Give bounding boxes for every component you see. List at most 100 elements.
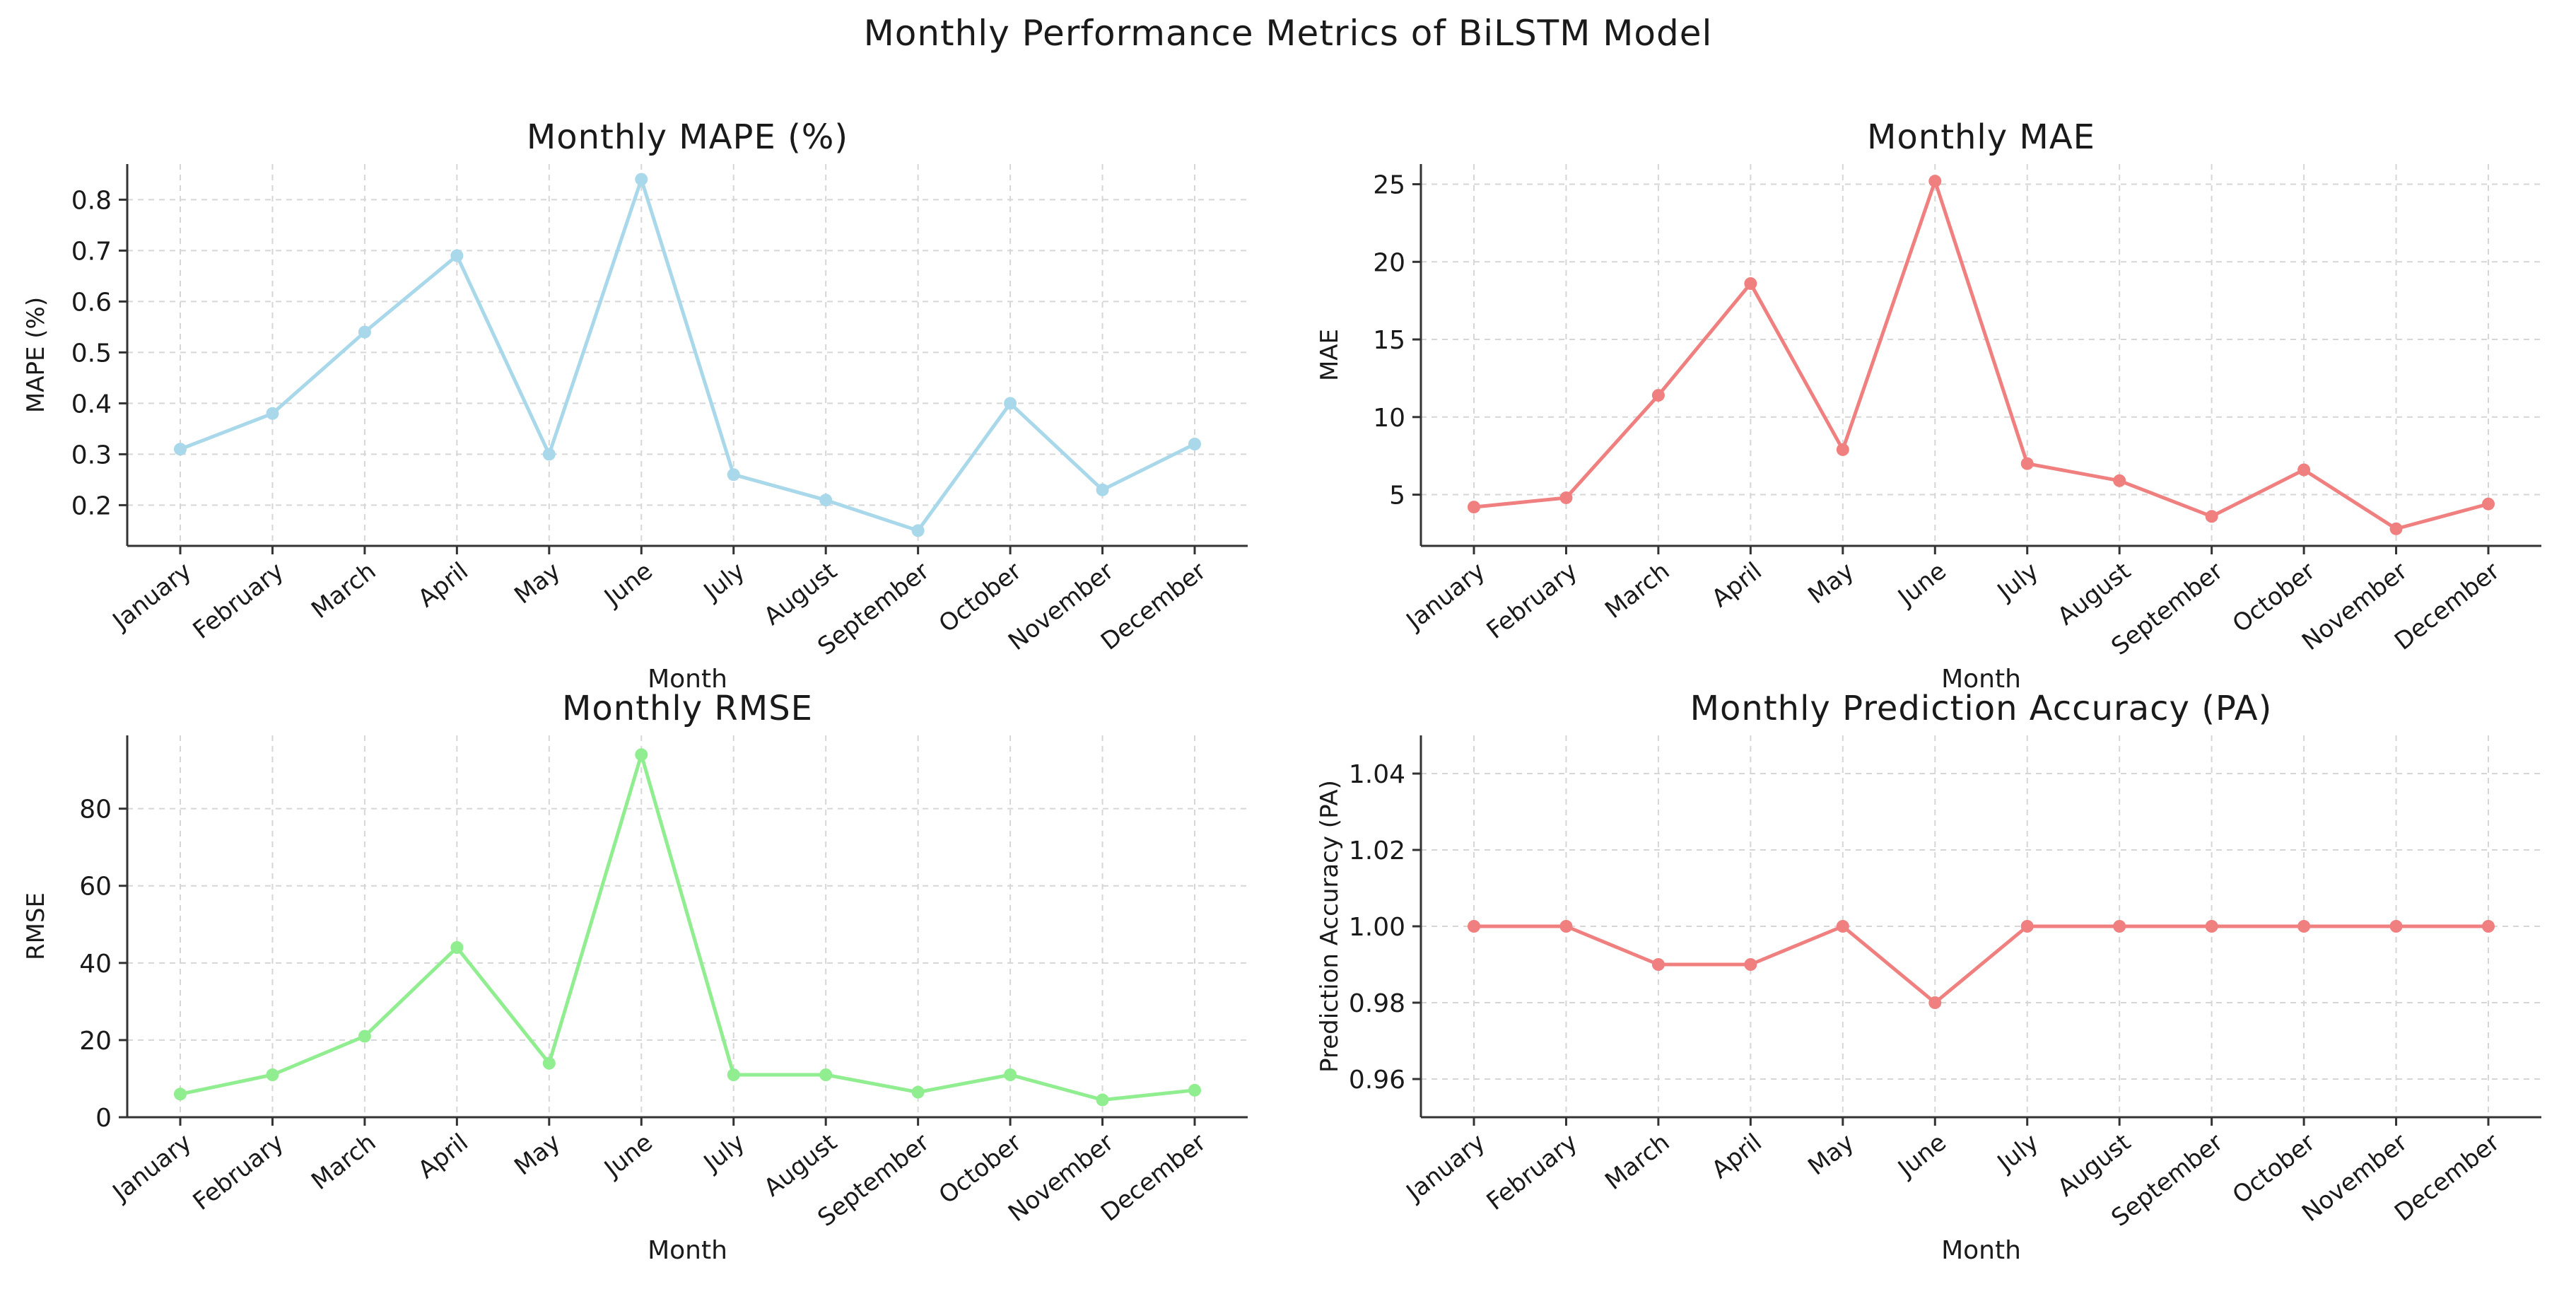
data-point-june [1928, 996, 1942, 1009]
y-tick-label: 5 [1389, 482, 1405, 511]
data-point-may [542, 1056, 556, 1070]
data-point-october [1004, 1068, 1017, 1081]
x-tick-label-march: March [1600, 1129, 1675, 1196]
data-point-february [1559, 491, 1573, 504]
data-point-october [1004, 397, 1017, 410]
y-tick-label: 60 [79, 873, 112, 902]
x-tick-label-june: June [1892, 1129, 1952, 1184]
data-point-march [1651, 389, 1665, 402]
data-point-august [2113, 920, 2126, 933]
y-tick-label: 0.6 [71, 288, 112, 317]
data-point-may [1836, 920, 1849, 933]
x-tick-label-march: March [306, 557, 381, 624]
data-point-december [1188, 1083, 1201, 1097]
chart-title: Monthly RMSE [562, 689, 813, 728]
x-tick-label-june: June [598, 557, 658, 612]
data-point-january [174, 1088, 187, 1101]
figure-title: Monthly Performance Metrics of BiLSTM Mo… [863, 13, 1713, 54]
y-tick-label: 0.2 [71, 491, 112, 520]
y-axis-label: Prediction Accuracy (PA) [1316, 780, 1344, 1073]
x-tick-label-february: February [1482, 557, 1583, 645]
data-point-november [1096, 1093, 1109, 1107]
x-tick-label-march: March [1600, 557, 1675, 624]
y-tick-label: 20 [1373, 248, 1405, 277]
y-tick-label: 15 [1373, 326, 1405, 355]
data-point-september [2205, 510, 2218, 523]
y-tick-label: 40 [79, 950, 112, 979]
x-tick-label-january: January [107, 1129, 197, 1208]
data-point-december [2482, 497, 2495, 511]
x-tick-label-may: May [1803, 557, 1859, 610]
x-tick-label-april: April [1706, 557, 1767, 613]
y-axis-label: RMSE [22, 892, 50, 960]
data-point-december [2482, 920, 2495, 933]
data-point-july [727, 1068, 740, 1081]
data-point-august [819, 494, 833, 507]
data-point-january [1468, 501, 1480, 514]
data-point-april [1744, 958, 1757, 971]
data-point-january [1468, 920, 1480, 933]
x-tick-label-june: June [598, 1129, 658, 1184]
series-line-prediction-accuracy-pa [1474, 924, 2488, 1005]
x-tick-label-july: July [1991, 557, 2044, 607]
data-point-september [911, 1085, 925, 1099]
x-tick-label-april: April [413, 557, 474, 613]
x-tick-label-april: April [413, 1129, 474, 1184]
y-axis-label: MAPE (%) [22, 297, 50, 413]
x-tick-label-august: August [759, 1129, 842, 1203]
data-point-april [450, 941, 464, 954]
x-tick-label-march: March [306, 1129, 381, 1196]
x-tick-label-august: August [759, 557, 842, 631]
data-point-october [2297, 920, 2311, 933]
data-point-november [2389, 920, 2403, 933]
x-tick-label-april: April [1706, 1129, 1767, 1184]
x-tick-label-february: February [188, 557, 289, 645]
y-tick-label: 0.7 [71, 237, 112, 266]
data-point-june [635, 748, 648, 762]
data-point-january [174, 443, 187, 456]
data-point-july [2020, 920, 2034, 933]
x-tick-label-august: August [2052, 557, 2136, 631]
data-point-august [2113, 474, 2126, 487]
x-tick-label-january: January [107, 557, 197, 636]
data-point-february [266, 1068, 279, 1081]
y-axis-label: MAE [1316, 329, 1344, 381]
chart-title: Monthly MAE [1867, 117, 2095, 157]
x-axis-label: Month [648, 1236, 727, 1265]
x-axis-label: Month [648, 665, 727, 694]
data-point-july [727, 468, 740, 482]
y-tick-label: 0.4 [71, 390, 112, 419]
data-point-september [911, 524, 925, 537]
y-tick-label: 80 [79, 795, 112, 824]
data-point-may [542, 448, 556, 461]
x-tick-label-july: July [698, 557, 750, 607]
series-line-mape [180, 177, 1196, 532]
y-tick-label: 20 [79, 1027, 112, 1056]
data-point-november [1096, 483, 1109, 496]
data-point-september [2205, 920, 2218, 933]
data-point-february [1559, 920, 1573, 933]
y-tick-label: 0.5 [71, 339, 112, 368]
y-tick-label: 0 [95, 1104, 112, 1133]
data-point-june [1928, 175, 1942, 188]
x-tick-label-may: May [1803, 1129, 1859, 1182]
x-tick-label-may: May [509, 557, 566, 610]
x-tick-label-june: June [1892, 557, 1952, 612]
data-point-october [2297, 463, 2311, 477]
x-tick-label-may: May [509, 1129, 566, 1182]
series-line-mae [1473, 179, 2489, 531]
x-tick-label-january: January [1400, 1129, 1491, 1208]
data-point-december [1188, 438, 1201, 450]
x-axis-label: Month [1941, 1236, 2021, 1265]
data-point-june [635, 173, 648, 186]
data-point-april [1744, 277, 1757, 291]
data-point-march [1651, 958, 1665, 971]
x-tick-label-january: January [1400, 557, 1491, 636]
data-point-may [1836, 443, 1849, 456]
